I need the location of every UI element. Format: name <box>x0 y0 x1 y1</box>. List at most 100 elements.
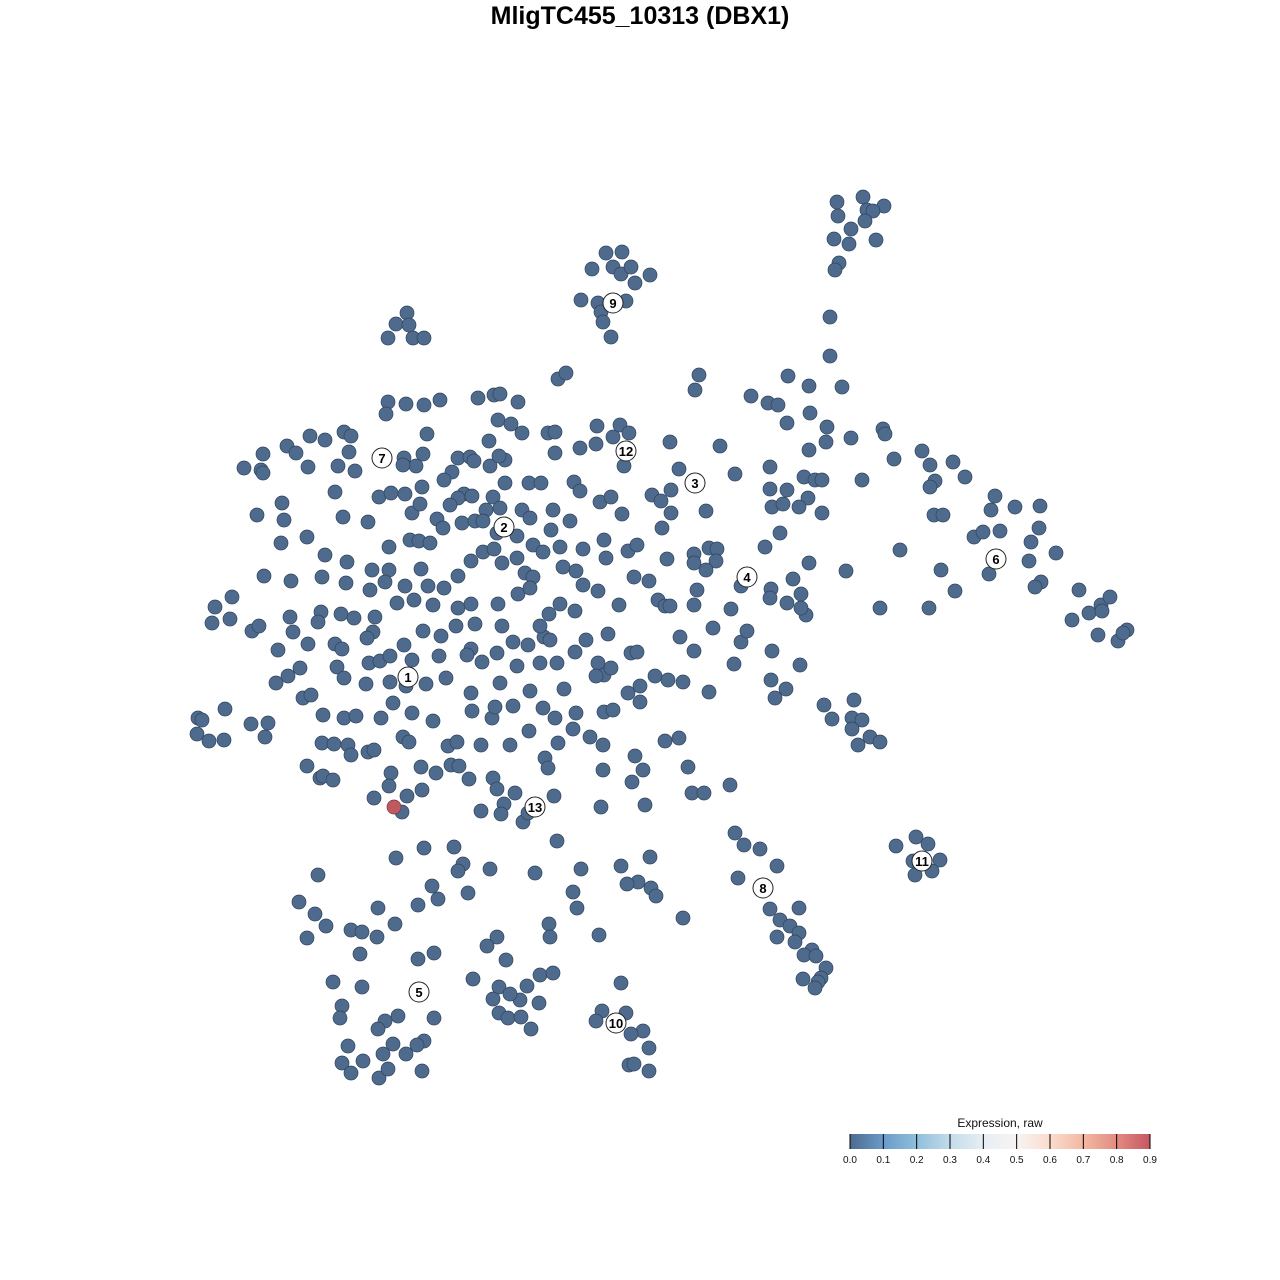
data-point <box>562 513 578 529</box>
data-point <box>449 734 465 750</box>
data-point <box>367 609 383 625</box>
data-point <box>492 675 508 691</box>
data-point <box>406 592 422 608</box>
cluster-label: 13 <box>524 796 546 818</box>
data-point <box>338 575 354 591</box>
data-point <box>425 597 441 613</box>
data-point <box>500 1010 516 1026</box>
data-point <box>552 539 568 555</box>
data-point <box>415 446 431 462</box>
data-point <box>552 596 568 612</box>
data-point <box>335 509 351 525</box>
data-point <box>369 929 385 945</box>
data-point <box>489 929 505 945</box>
data-point <box>613 266 629 282</box>
cluster-label-badge <box>615 440 637 462</box>
data-point <box>850 737 866 753</box>
data-point <box>300 636 316 652</box>
cluster-label-text: 2 <box>500 520 507 535</box>
data-point <box>255 446 271 462</box>
data-point <box>424 878 440 894</box>
data-point <box>510 394 526 410</box>
data-point <box>1071 582 1087 598</box>
data-point <box>522 580 538 596</box>
data-point <box>487 699 503 715</box>
data-point <box>541 916 557 932</box>
data-point <box>276 512 292 528</box>
cluster-label: 10 <box>605 1012 627 1034</box>
data-point <box>460 885 476 901</box>
data-point <box>854 712 870 728</box>
data-point <box>502 986 518 1002</box>
data-point <box>288 445 304 461</box>
data-point <box>475 513 491 529</box>
data-point <box>523 1021 539 1037</box>
data-point <box>908 829 924 845</box>
data-point <box>292 660 308 676</box>
data-point <box>494 555 510 571</box>
data-point <box>380 394 396 410</box>
legend-tick-label: 0.1 <box>876 1155 890 1166</box>
data-point <box>341 444 357 460</box>
cluster-label-badge <box>371 447 393 469</box>
data-point <box>416 397 432 413</box>
data-point <box>1090 627 1106 643</box>
data-point <box>327 484 343 500</box>
data-point <box>787 934 803 950</box>
data-point <box>416 840 432 856</box>
data-point <box>762 459 778 475</box>
data-point <box>334 1055 350 1071</box>
data-point <box>556 681 572 697</box>
data-point <box>614 506 630 522</box>
data-point <box>520 637 536 653</box>
data-point <box>657 733 673 749</box>
data-point <box>981 566 997 582</box>
data-point <box>1102 589 1118 605</box>
data-point <box>325 772 341 788</box>
data-point <box>409 1037 425 1053</box>
data-point <box>362 582 378 598</box>
data-point <box>603 489 619 505</box>
data-point <box>494 618 510 634</box>
data-point <box>886 451 902 467</box>
data-point <box>380 1061 396 1077</box>
data-point <box>705 620 721 636</box>
data-point <box>375 1046 391 1062</box>
data-point <box>465 971 481 987</box>
cluster-label-text: 10 <box>609 1016 623 1031</box>
data-point <box>346 610 362 626</box>
data-point <box>843 221 859 237</box>
data-point <box>371 1070 387 1086</box>
data-point <box>595 762 611 778</box>
data-point <box>348 708 364 724</box>
data-point <box>680 759 696 775</box>
data-point <box>1021 553 1037 569</box>
cluster-label-text: 1 <box>404 670 411 685</box>
data-point <box>603 660 619 676</box>
data-point <box>605 702 621 718</box>
data-point <box>613 975 629 991</box>
data-point <box>663 505 679 521</box>
data-point <box>507 785 523 801</box>
data-point <box>545 965 561 981</box>
data-point <box>830 208 846 224</box>
data-point <box>779 595 795 611</box>
data-point <box>315 707 331 723</box>
data-point <box>686 555 702 571</box>
data-point <box>467 616 483 632</box>
cluster-label-text: 4 <box>743 570 751 585</box>
data-point <box>568 705 584 721</box>
data-point <box>922 457 938 473</box>
data-point <box>723 601 739 617</box>
data-point <box>533 475 549 491</box>
data-point <box>588 436 604 452</box>
data-point <box>431 648 447 664</box>
cluster-label-badge <box>684 472 706 494</box>
data-point <box>801 555 817 571</box>
data-point <box>595 737 611 753</box>
cluster-label-badge <box>397 666 419 688</box>
data-point <box>623 1026 639 1042</box>
data-point <box>395 457 411 473</box>
legend-ticks: 0.0 0.1 0.2 0.3 0.4 0.5 0.6 0.7 0.8 0.9 <box>843 1134 1157 1166</box>
data-point <box>535 544 551 560</box>
